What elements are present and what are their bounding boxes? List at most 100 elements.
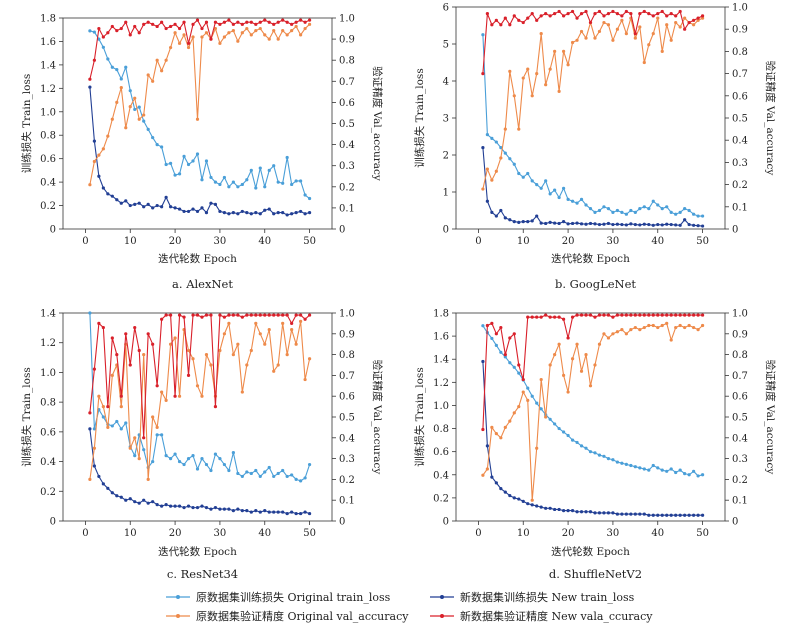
data-point	[263, 313, 267, 317]
data-point	[276, 363, 280, 367]
data-point	[155, 143, 159, 147]
data-point	[245, 26, 249, 31]
data-point	[490, 23, 494, 27]
data-point	[535, 214, 539, 218]
data-point	[101, 147, 105, 151]
data-point	[263, 509, 267, 513]
data-point	[245, 20, 249, 24]
y-tick-label: 0	[50, 225, 56, 236]
data-point	[133, 436, 137, 440]
data-point	[539, 186, 543, 190]
data-point	[218, 348, 222, 353]
data-point	[88, 85, 92, 89]
data-point	[88, 29, 92, 33]
data-point	[285, 155, 289, 160]
data-point	[490, 178, 494, 182]
data-point	[119, 86, 123, 90]
data-point	[535, 446, 539, 450]
data-point	[195, 209, 200, 214]
data-point	[521, 499, 525, 503]
data-point	[294, 313, 298, 317]
y-tick-label: 0	[50, 517, 56, 528]
y-tick-label: 0.6	[40, 154, 56, 165]
data-point	[647, 12, 651, 16]
data-point	[696, 513, 700, 517]
chart-panel-2: 0 10 20 30 40 50 0 1 2 3 4 5 6 0 0.1 0.2 0.3 0.4 0.5 0.6 0.7…	[413, 3, 777, 292]
x-tick-label: 50	[696, 236, 709, 247]
data-point	[160, 145, 164, 149]
data-point	[254, 313, 258, 317]
data-point	[544, 313, 548, 317]
series-orig-val-acc	[481, 321, 705, 502]
data-point	[512, 94, 516, 98]
data-point	[290, 473, 294, 477]
data-point	[588, 207, 593, 211]
data-point	[263, 470, 267, 474]
data-point	[481, 72, 485, 76]
data-point	[517, 127, 521, 131]
data-point	[249, 20, 253, 24]
x-tick-label: 50	[303, 236, 316, 247]
data-point	[678, 513, 682, 517]
x-tick-label: 0	[82, 528, 88, 539]
y2-tick-label: 0.5	[339, 119, 355, 130]
data-point	[566, 433, 570, 438]
data-point	[101, 482, 105, 486]
data-point	[97, 394, 101, 398]
y2-tick-label: 0.5	[732, 114, 748, 125]
data-point	[209, 507, 213, 511]
x-tick-label: 30	[607, 528, 620, 539]
data-point	[499, 436, 503, 440]
data-point	[231, 509, 235, 513]
data-point	[142, 353, 146, 357]
data-point	[499, 156, 503, 160]
data-point	[647, 313, 651, 317]
data-point	[669, 513, 673, 517]
data-point	[133, 24, 137, 29]
data-point	[294, 210, 298, 215]
data-point	[240, 22, 244, 26]
data-point	[173, 394, 177, 398]
data-point	[588, 450, 593, 454]
data-point	[285, 353, 289, 357]
data-point	[245, 363, 249, 367]
data-point	[530, 94, 534, 98]
data-point	[146, 477, 150, 481]
data-point	[606, 336, 611, 340]
data-point	[177, 394, 182, 398]
data-point	[665, 14, 669, 18]
data-point	[633, 325, 637, 330]
data-point	[620, 313, 624, 317]
data-point	[674, 20, 678, 25]
data-point	[566, 12, 570, 16]
data-point	[485, 12, 489, 16]
data-point	[651, 223, 655, 227]
data-point	[88, 77, 92, 81]
data-point	[642, 9, 646, 14]
data-point	[620, 18, 624, 22]
data-point	[633, 210, 637, 214]
y2-tick-label: 0.7	[339, 77, 355, 88]
data-point	[535, 183, 539, 187]
data-point	[692, 223, 696, 227]
data-point	[570, 315, 575, 319]
data-point	[692, 18, 696, 22]
y2-tick-label: 0.8	[732, 350, 748, 361]
data-point	[182, 209, 186, 214]
data-point	[526, 67, 530, 71]
y-tick-label: 0.6	[40, 427, 56, 438]
series-new-train-loss	[481, 146, 705, 228]
data-point	[294, 179, 298, 183]
data-point	[700, 224, 705, 228]
data-point	[562, 14, 566, 18]
data-point	[669, 313, 673, 317]
y2-tick-label: 0.7	[732, 69, 748, 80]
data-point	[530, 315, 534, 319]
data-point	[249, 212, 253, 216]
data-point	[602, 222, 606, 226]
data-point	[236, 342, 240, 346]
data-point	[597, 9, 602, 14]
data-point	[133, 107, 137, 112]
data-point	[160, 504, 164, 508]
data-point	[674, 325, 678, 330]
